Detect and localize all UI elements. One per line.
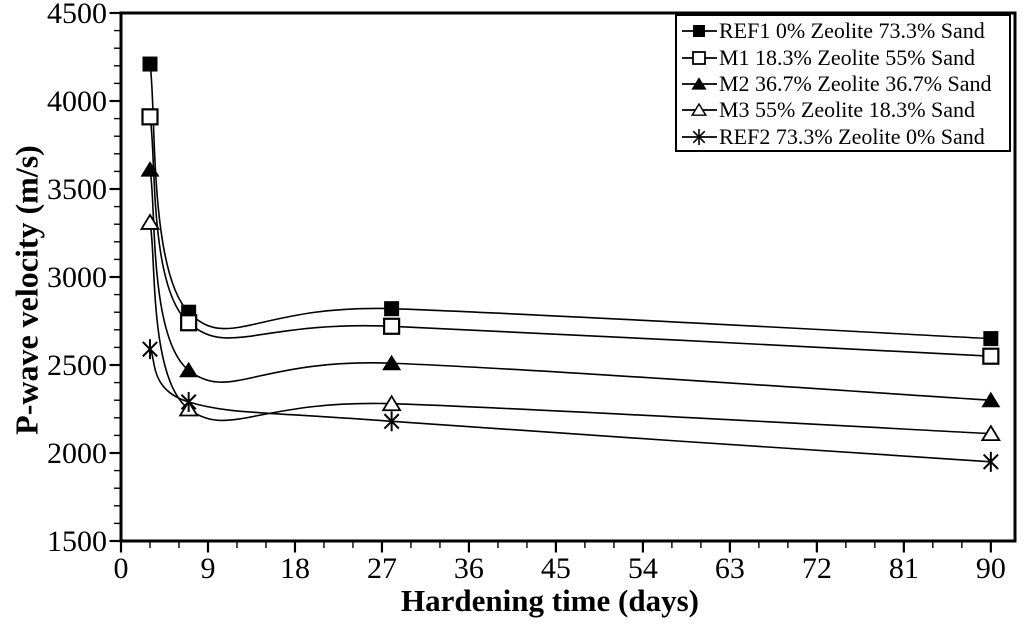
legend-label: M2 36.7% Zeolite 36.7% Sand bbox=[719, 70, 992, 96]
series-line bbox=[149, 116, 991, 357]
open-triangle-marker bbox=[381, 394, 402, 412]
series-m2 bbox=[140, 161, 1001, 408]
legend-marker-open-triangle bbox=[682, 102, 717, 117]
open-square-marker bbox=[141, 108, 159, 126]
legend-marker-asterisk bbox=[682, 128, 717, 145]
filled-triangle-marker bbox=[140, 161, 160, 177]
x-tick-label: 45 bbox=[541, 552, 571, 585]
open-square-marker bbox=[982, 347, 1000, 365]
legend-marker-filled-square bbox=[682, 25, 717, 38]
x-tick-label: 18 bbox=[280, 552, 310, 585]
x-tick-label: 54 bbox=[628, 552, 658, 585]
series-line bbox=[149, 169, 991, 401]
x-tick-label: 36 bbox=[454, 552, 484, 585]
x-tick-label: 0 bbox=[114, 552, 129, 585]
legend: REF1 0% Zeolite 73.3% Sand M1 18.3% Zeoli… bbox=[675, 14, 1011, 152]
series-m3 bbox=[139, 213, 1001, 442]
legend-label: M3 55% Zeolite 18.3% Sand bbox=[719, 97, 976, 123]
asterisk-marker bbox=[383, 411, 400, 432]
filled-square-marker bbox=[142, 56, 158, 72]
filled-square-marker bbox=[384, 301, 400, 317]
legend-marker-filled-triangle bbox=[682, 77, 717, 90]
asterisk-marker bbox=[142, 339, 158, 360]
filled-triangle-marker bbox=[382, 354, 402, 371]
legend-item-m2: M2 36.7% Zeolite 36.7% Sand bbox=[681, 71, 1009, 97]
legend-marker-open-square bbox=[682, 50, 717, 65]
legend-label: M1 18.3% Zeolite 55% Sand bbox=[719, 44, 976, 70]
open-triangle-marker bbox=[139, 213, 161, 230]
legend-label: REF2 73.3% Zeolite 0% Sand bbox=[719, 123, 985, 149]
filled-square-marker bbox=[983, 331, 999, 347]
y-tick-label: 3000 bbox=[47, 261, 107, 294]
plot-border bbox=[119, 11, 1017, 543]
x-tick-label: 81 bbox=[889, 552, 919, 585]
open-square-marker bbox=[383, 317, 401, 335]
x-tick-label: 9 bbox=[200, 552, 215, 585]
legend-item-ref2: REF2 73.3% Zeolite 0% Sand bbox=[681, 124, 1009, 150]
series-line bbox=[149, 348, 991, 463]
y-tick-label: 3500 bbox=[47, 173, 107, 206]
x-tick-label: 72 bbox=[802, 552, 832, 585]
legend-label: REF1 0% Zeolite 73.3% Sand bbox=[719, 18, 985, 44]
open-triangle-marker bbox=[980, 424, 1001, 442]
y-tick-label: 2000 bbox=[47, 437, 107, 470]
series-ref2 bbox=[142, 339, 999, 472]
asterisk-marker bbox=[180, 391, 197, 412]
legend-item-ref1: REF1 0% Zeolite 73.3% Sand bbox=[681, 18, 1009, 44]
asterisk-marker bbox=[982, 451, 999, 472]
legend-item-m3: M3 55% Zeolite 18.3% Sand bbox=[681, 97, 1009, 123]
x-axis: 0 9 18 27 36 45 54 63 72 81 90 bbox=[114, 542, 1006, 585]
y-tick-label: 1500 bbox=[47, 525, 107, 558]
x-axis-title: Hardening time (days) bbox=[401, 583, 699, 618]
legend-item-m1: M1 18.3% Zeolite 55% Sand bbox=[681, 44, 1009, 70]
x-tick-label: 27 bbox=[367, 552, 397, 585]
y-tick-label: 4500 bbox=[47, 0, 107, 30]
y-axis: 1500 2000 2500 3000 3500 4000 4500 bbox=[47, 0, 120, 558]
x-tick-label: 63 bbox=[715, 552, 745, 585]
filled-triangle-marker bbox=[981, 391, 1001, 408]
open-square-marker bbox=[180, 314, 198, 332]
y-tick-label: 2500 bbox=[47, 349, 107, 382]
series-line bbox=[149, 63, 991, 340]
filled-triangle-marker bbox=[179, 361, 199, 378]
series-m1 bbox=[141, 108, 1000, 365]
x-tick-label: 90 bbox=[976, 552, 1006, 585]
series-line bbox=[149, 222, 991, 435]
y-axis-title: P-wave velocity (m/s) bbox=[8, 145, 45, 435]
y-tick-label: 4000 bbox=[47, 85, 107, 118]
